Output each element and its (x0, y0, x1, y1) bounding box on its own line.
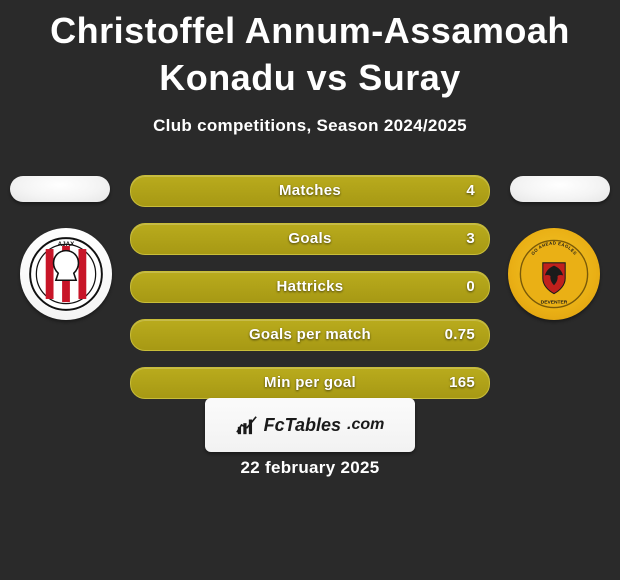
svg-text:AJAX: AJAX (58, 241, 75, 248)
stat-value: 165 (449, 368, 475, 398)
stats-list: Matches4Goals3Hattricks0Goals per match0… (130, 175, 490, 415)
stat-value: 0 (466, 272, 475, 302)
comparison-date: 22 february 2025 (0, 458, 620, 478)
page-title: Christoffel Annum-Assamoah Konadu vs Sur… (0, 0, 620, 102)
stat-value: 0.75 (445, 320, 475, 350)
stat-row: Min per goal165 (130, 367, 490, 399)
go-ahead-eagles-crest-icon: GO AHEAD EAGLES DEVENTER (519, 239, 589, 309)
stat-label: Matches (131, 176, 489, 206)
comparison-card: Christoffel Annum-Assamoah Konadu vs Sur… (0, 0, 620, 580)
stat-row: Goals per match0.75 (130, 319, 490, 351)
player-photo-right (510, 176, 610, 202)
fctables-logo: FcTables .com (205, 398, 415, 452)
stat-value: 3 (466, 224, 475, 254)
club-badge-right: GO AHEAD EAGLES DEVENTER (508, 228, 600, 320)
stat-value: 4 (466, 176, 475, 206)
bar-chart-icon (236, 414, 258, 436)
svg-text:DEVENTER: DEVENTER (541, 299, 568, 305)
stat-label: Min per goal (131, 368, 489, 398)
brand-suffix: .com (347, 416, 384, 434)
player-photo-left (10, 176, 110, 202)
stat-label: Goals (131, 224, 489, 254)
brand-name: FcTables (264, 415, 341, 436)
stat-row: Goals3 (130, 223, 490, 255)
stat-row: Hattricks0 (130, 271, 490, 303)
stat-row: Matches4 (130, 175, 490, 207)
club-badge-left: AJAX (20, 228, 112, 320)
stat-label: Hattricks (131, 272, 489, 302)
page-subtitle: Club competitions, Season 2024/2025 (0, 116, 620, 136)
ajax-crest-icon: AJAX (27, 235, 105, 313)
stat-label: Goals per match (131, 320, 489, 350)
